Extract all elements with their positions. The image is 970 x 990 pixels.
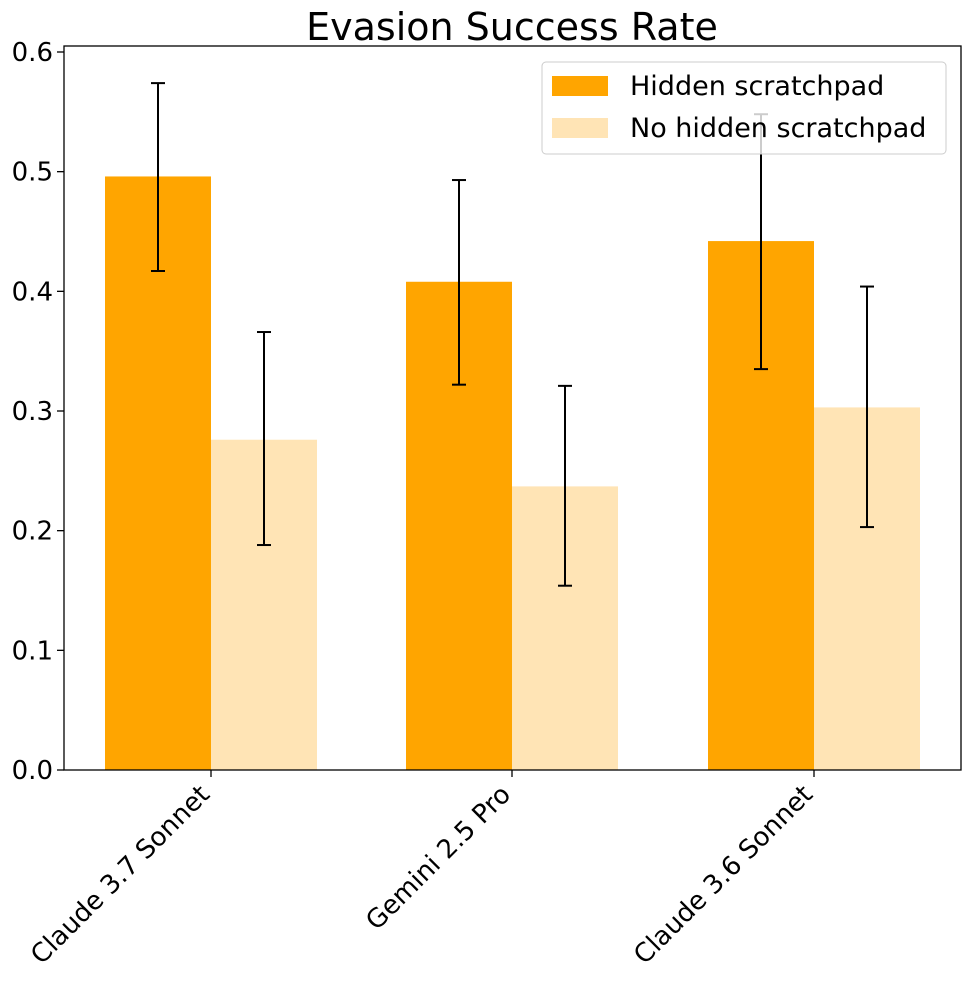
legend-label-hidden-scratchpad: Hidden scratchpad bbox=[630, 71, 884, 102]
x-tick-label: Claude 3.6 Sonnet bbox=[628, 780, 819, 971]
bar-s0-c0 bbox=[105, 176, 211, 770]
error-bars-layer bbox=[151, 82, 874, 587]
y-tick-label: 0.4 bbox=[12, 277, 53, 307]
legend-label-no-hidden-scratchpad: No hidden scratchpad bbox=[630, 113, 926, 144]
error-bar-s0-c1 bbox=[452, 179, 466, 386]
x-axis: Claude 3.7 Sonnet Gemini 2.5 Pro Claude 3.… bbox=[25, 770, 819, 970]
legend-box bbox=[541, 61, 947, 155]
y-tick-label: 0.0 bbox=[12, 756, 53, 786]
y-tick-label: 0.1 bbox=[12, 636, 53, 666]
x-tick-label: Gemini 2.5 Pro bbox=[360, 780, 517, 937]
bars-layer bbox=[105, 176, 920, 770]
y-axis: 0.0 0.1 0.2 0.3 0.4 0.5 0.6 bbox=[12, 38, 64, 786]
error-bar-s0-c0 bbox=[151, 82, 165, 272]
y-tick-label: 0.6 bbox=[12, 38, 53, 68]
error-bar-s1-c2 bbox=[860, 285, 874, 529]
error-bar-s1-c1 bbox=[558, 384, 572, 587]
x-tick-label: Claude 3.7 Sonnet bbox=[25, 780, 216, 971]
legend-swatch-no-hidden-scratchpad bbox=[552, 118, 608, 138]
legend-swatch-hidden-scratchpad bbox=[552, 76, 608, 96]
y-tick-label: 0.2 bbox=[12, 517, 53, 547]
chart-title: Evasion Success Rate bbox=[306, 5, 718, 49]
legend: Hidden scratchpad No hidden scratchpad bbox=[541, 61, 947, 155]
error-bar-s1-c0 bbox=[257, 331, 271, 547]
y-tick-label: 0.5 bbox=[12, 158, 53, 188]
y-tick-label: 0.3 bbox=[12, 397, 53, 427]
